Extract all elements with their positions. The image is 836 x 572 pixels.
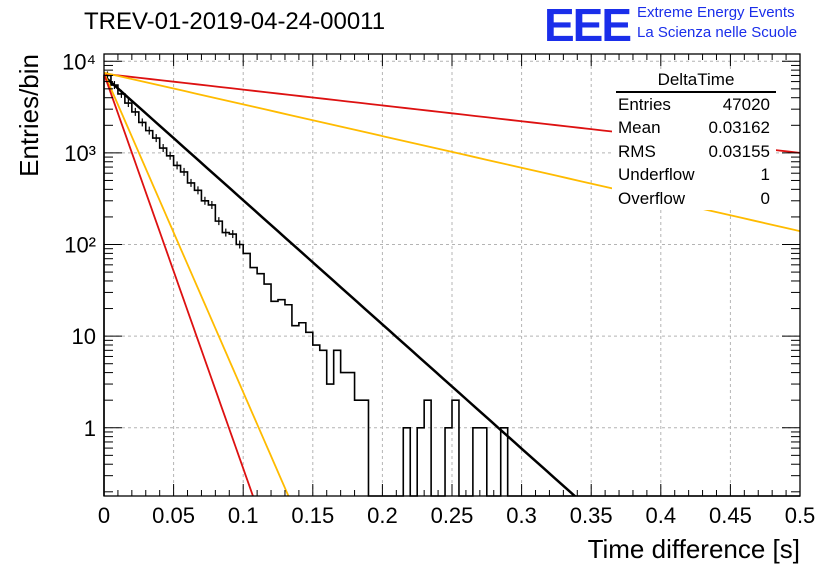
- x-axis-title: Time difference [s]: [588, 534, 800, 564]
- x-tick-label: 0.5: [785, 503, 816, 528]
- y-tick-label: 10²: [64, 233, 96, 258]
- x-tick-label: 0.2: [367, 503, 398, 528]
- logo-line-2: La Scienza nelle Scuole: [637, 24, 798, 41]
- y-tick-label: 10: [72, 324, 96, 349]
- y-tick-label: 10⁴: [62, 49, 96, 74]
- stats-row-mean: Mean 0.03162: [612, 116, 776, 139]
- x-tick-label: 0.45: [709, 503, 752, 528]
- x-tick-label: 0.15: [291, 503, 334, 528]
- y-axis-title: Entries/bin: [14, 54, 44, 177]
- stats-row-entries: Entries 47020: [612, 93, 776, 116]
- stats-value: 0: [760, 188, 770, 208]
- stats-label: Mean: [618, 118, 661, 138]
- logo-line-1: Extreme Energy Events: [637, 4, 795, 21]
- stats-row-rms: RMS 0.03155: [612, 140, 776, 163]
- stats-value: 0.03155: [708, 141, 770, 161]
- stats-label: Underflow: [618, 165, 695, 185]
- stats-value: 1: [760, 165, 770, 185]
- x-tick-label: 0.1: [228, 503, 259, 528]
- x-tick-label: 0.25: [431, 503, 474, 528]
- fit-line-orange: [104, 72, 290, 496]
- x-tick-label: 0.05: [152, 503, 195, 528]
- stats-row-underflow: Underflow 1: [612, 163, 776, 186]
- fit-line-black: [104, 75, 577, 496]
- stats-label: Entries: [618, 95, 671, 114]
- axis-labels-layer: 0 0.05 0.1 0.15 0.2 0.25 0.3 0.35 0.4 0.45 0.51101…: [14, 49, 815, 564]
- y-tick-label: 1: [84, 416, 96, 441]
- stats-value: 0.03162: [708, 118, 770, 138]
- stats-label: RMS: [618, 141, 656, 161]
- eee-logo-letters: EEE: [544, 0, 632, 51]
- stats-box: DeltaTime Entries 47020 Mean 0.03162 RMS…: [612, 70, 776, 210]
- x-tick-label: 0.4: [646, 503, 677, 528]
- chart-title: TREV-01-2019-04-24-00011: [84, 8, 386, 35]
- stats-title: DeltaTime: [616, 70, 776, 93]
- x-tick-label: 0.35: [570, 503, 613, 528]
- stats-row-overflow: Overflow 0: [612, 187, 776, 210]
- stats-value: 47020: [722, 95, 770, 114]
- fit-line-red: [104, 73, 254, 496]
- stats-label: Overflow: [618, 188, 686, 208]
- axis-layer: [103, 53, 801, 497]
- y-tick-label: 10³: [64, 141, 96, 166]
- x-tick-label: 0: [98, 503, 110, 528]
- x-tick-label: 0.3: [506, 503, 537, 528]
